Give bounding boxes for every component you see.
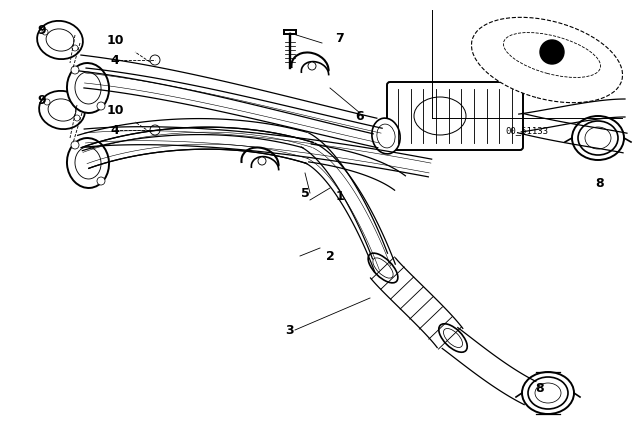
Circle shape	[540, 40, 564, 64]
Circle shape	[308, 62, 316, 70]
Text: 3: 3	[285, 323, 294, 336]
Ellipse shape	[75, 72, 101, 104]
Text: 6: 6	[356, 109, 364, 122]
Ellipse shape	[472, 17, 623, 103]
Circle shape	[71, 141, 79, 149]
Ellipse shape	[39, 91, 85, 129]
Text: 10: 10	[106, 34, 124, 47]
Text: 7: 7	[335, 31, 344, 44]
Circle shape	[42, 29, 48, 35]
Ellipse shape	[37, 21, 83, 59]
FancyBboxPatch shape	[387, 82, 523, 150]
Ellipse shape	[439, 324, 467, 352]
Ellipse shape	[46, 29, 74, 51]
Circle shape	[258, 157, 266, 165]
Text: 8: 8	[536, 382, 544, 395]
Text: 9: 9	[38, 23, 46, 36]
Circle shape	[72, 45, 78, 51]
Text: 10: 10	[106, 103, 124, 116]
Circle shape	[150, 125, 160, 135]
Circle shape	[71, 66, 79, 74]
Ellipse shape	[368, 253, 398, 283]
Text: 1: 1	[335, 190, 344, 202]
Text: 4: 4	[111, 53, 120, 66]
Ellipse shape	[444, 328, 463, 348]
Text: 8: 8	[596, 177, 604, 190]
Ellipse shape	[67, 63, 109, 113]
Circle shape	[150, 55, 160, 65]
Text: 4: 4	[111, 124, 120, 137]
Ellipse shape	[372, 118, 400, 154]
Text: 5: 5	[301, 186, 309, 199]
Circle shape	[97, 102, 105, 110]
Ellipse shape	[67, 138, 109, 188]
Circle shape	[44, 99, 50, 105]
Circle shape	[74, 115, 80, 121]
Ellipse shape	[48, 99, 76, 121]
Ellipse shape	[373, 258, 393, 278]
Ellipse shape	[535, 383, 561, 403]
Ellipse shape	[75, 147, 101, 179]
Ellipse shape	[585, 127, 611, 149]
Text: 00_51133: 00_51133	[506, 126, 548, 135]
Ellipse shape	[504, 33, 600, 78]
Ellipse shape	[528, 377, 568, 409]
Ellipse shape	[572, 116, 624, 160]
Circle shape	[97, 177, 105, 185]
Text: 2: 2	[326, 250, 334, 263]
Ellipse shape	[377, 124, 395, 148]
Text: 9: 9	[38, 94, 46, 107]
Ellipse shape	[414, 97, 466, 135]
Ellipse shape	[578, 121, 618, 155]
Ellipse shape	[522, 372, 574, 414]
